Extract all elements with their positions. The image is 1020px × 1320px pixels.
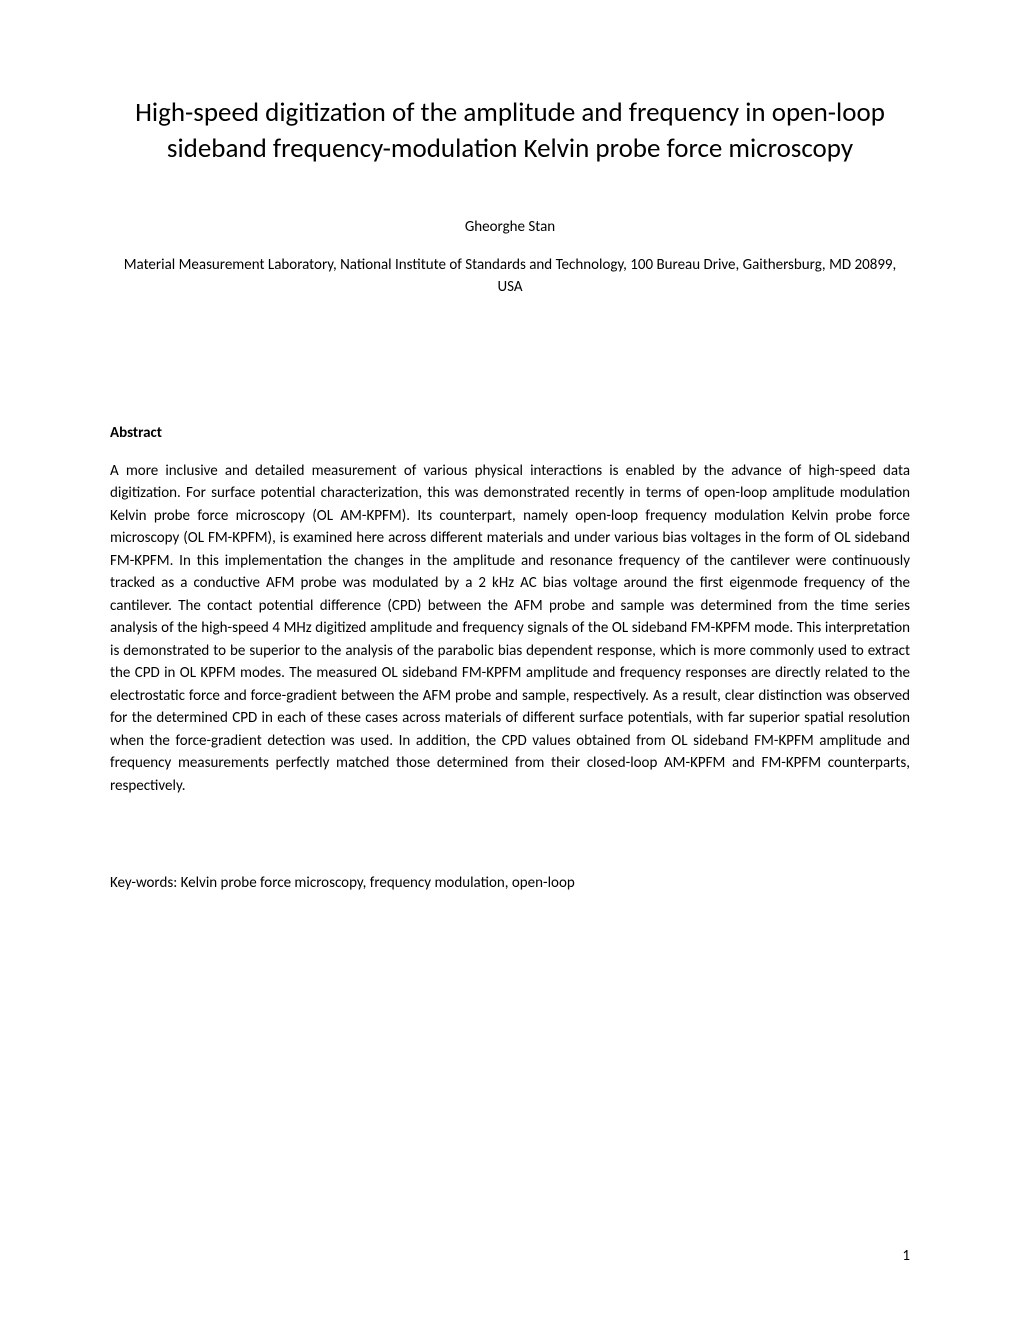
- page-number: 1: [902, 1247, 910, 1265]
- author-name: Gheorghe Stan: [110, 218, 910, 236]
- author-affiliation: Material Measurement Laboratory, Nationa…: [110, 254, 910, 299]
- paper-title: High-speed digitization of the amplitude…: [110, 95, 910, 168]
- keywords-text: Key-words: Kelvin probe force microscopy…: [110, 872, 910, 895]
- abstract-text: A more inclusive and detailed measuremen…: [110, 460, 910, 798]
- abstract-heading: Abstract: [110, 424, 910, 442]
